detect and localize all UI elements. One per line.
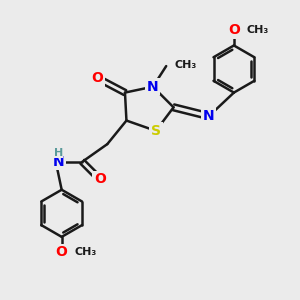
Text: S: S <box>151 124 161 138</box>
Text: CH₃: CH₃ <box>174 60 197 70</box>
Text: O: O <box>228 23 240 37</box>
Text: O: O <box>91 71 103 85</box>
Text: H: H <box>53 148 63 158</box>
Text: O: O <box>56 245 68 260</box>
Text: N: N <box>203 109 215 123</box>
Text: CH₃: CH₃ <box>74 248 96 257</box>
Text: O: O <box>94 172 106 186</box>
Text: N: N <box>52 155 64 169</box>
Text: CH₃: CH₃ <box>246 25 268 35</box>
Text: N: N <box>147 80 159 94</box>
